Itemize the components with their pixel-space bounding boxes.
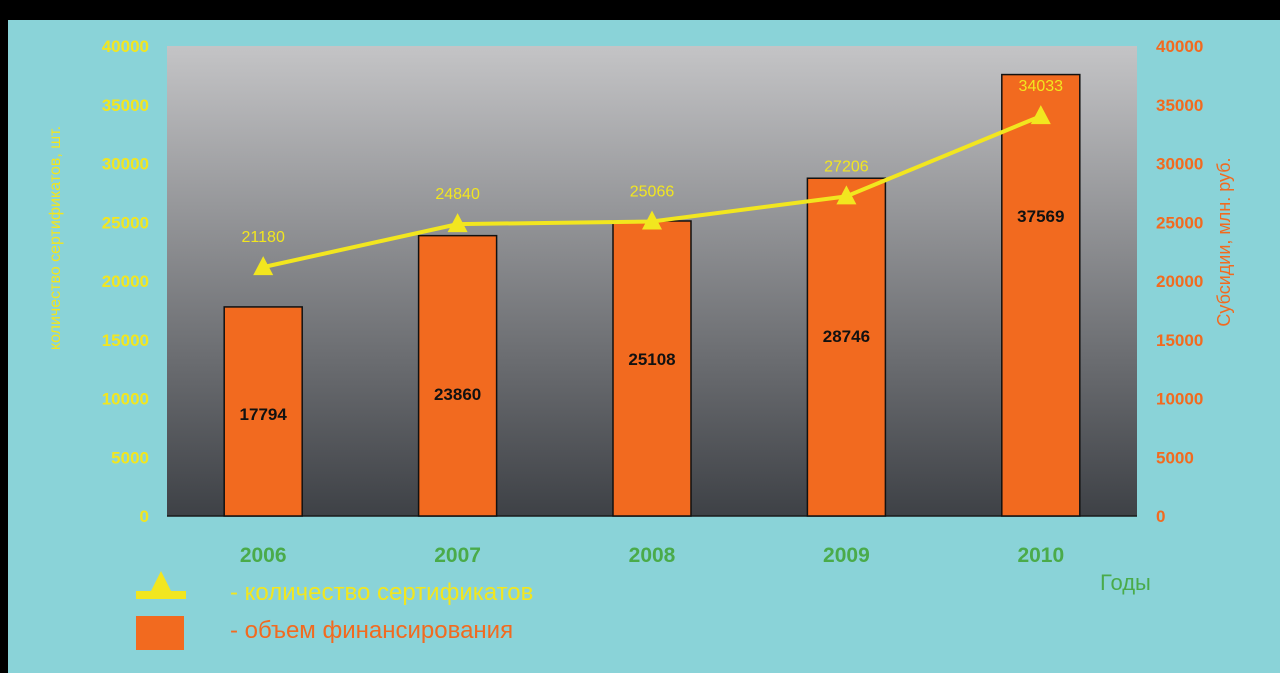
legend-triangle-icon [150,571,172,593]
bar [806,177,887,517]
right-y-axis-ticks: 0 5000 10000 15000 20000 25000 30000 35000 40000 [1156,37,1203,526]
category-labels: 2006 2007 2008 2009 2010 [240,544,1064,567]
legend-bar-swatch [136,616,184,650]
left-y-tick-label: 15000 [102,331,149,350]
legend-line-label: - количество сертификатов [230,579,533,606]
bar-value-label: 37569 [1017,207,1064,226]
x-tick-label: 2009 [823,544,870,567]
x-tick-label: 2007 [434,544,481,567]
right-y-tick-label: 20000 [1156,272,1203,291]
right-y-tick-label: 35000 [1156,96,1203,115]
left-y-tick-label: 35000 [102,96,149,115]
left-y-tick-label: 10000 [102,390,149,409]
line-value-label: 34033 [1019,78,1064,95]
chart: 0 5000 10000 15000 20000 25000 30000 35000 40000… [47,37,1234,650]
line-point-triangle-icon [447,213,468,233]
right-y-tick-label: 25000 [1156,213,1203,232]
line-point-triangle-icon [253,256,274,276]
bar-value-labels: 17794 23860 25108 28746 37569 [240,207,1065,424]
legend: - количество сертификатов - объем финанс… [136,571,533,650]
left-y-tick-label: 5000 [111,448,149,467]
x-axis-title: Годы [1100,570,1151,595]
line-value-label: 27206 [824,158,869,175]
right-y-tick-label: 30000 [1156,155,1203,174]
left-y-axis-ticks: 0 5000 10000 15000 20000 25000 30000 35000 40000 [102,37,149,526]
left-y-tick-label: 40000 [102,37,149,56]
bar-value-label: 23860 [434,385,481,404]
bar-series [223,73,1081,517]
right-y-tick-label: 15000 [1156,331,1203,350]
x-tick-label: 2006 [240,544,287,567]
line-point-triangle-icon [1030,105,1051,125]
legend-bar-label: - объем финансирования [230,617,513,644]
bar [417,234,498,517]
left-y-tick-label: 0 [140,507,149,526]
line-value-labels: 21180 24840 25066 27206 34033 [242,78,1064,246]
left-axis-title: количество сертификатов, шт. [47,126,64,350]
right-y-tick-label: 10000 [1156,390,1203,409]
right-y-tick-label: 5000 [1156,448,1194,467]
bar [1001,73,1081,517]
x-tick-label: 2008 [629,544,676,567]
bar-value-label: 28746 [823,327,870,346]
line-point-triangle-icon [642,210,662,230]
right-y-tick-label: 40000 [1156,37,1203,56]
left-y-tick-label: 25000 [102,213,149,232]
bar [612,220,692,517]
line-value-label: 25066 [630,183,675,200]
right-y-tick-label: 0 [1156,507,1165,526]
line-value-label: 21180 [242,229,285,246]
x-tick-label: 2010 [1017,544,1064,567]
line-series [253,105,1051,276]
chart-panel: 0 5000 10000 15000 20000 25000 30000 35000 40000… [8,20,1280,673]
bar [223,306,303,517]
line-value-label: 24840 [435,186,480,203]
bar-value-label: 17794 [240,405,288,424]
right-axis-title: Субсидии, млн. руб. [1214,157,1234,326]
bar-value-label: 25108 [628,350,675,369]
legend-line-swatch-bar [136,591,186,599]
left-y-tick-label: 20000 [102,272,149,291]
left-y-tick-label: 30000 [102,155,149,174]
line-point-triangle-icon [836,185,857,205]
